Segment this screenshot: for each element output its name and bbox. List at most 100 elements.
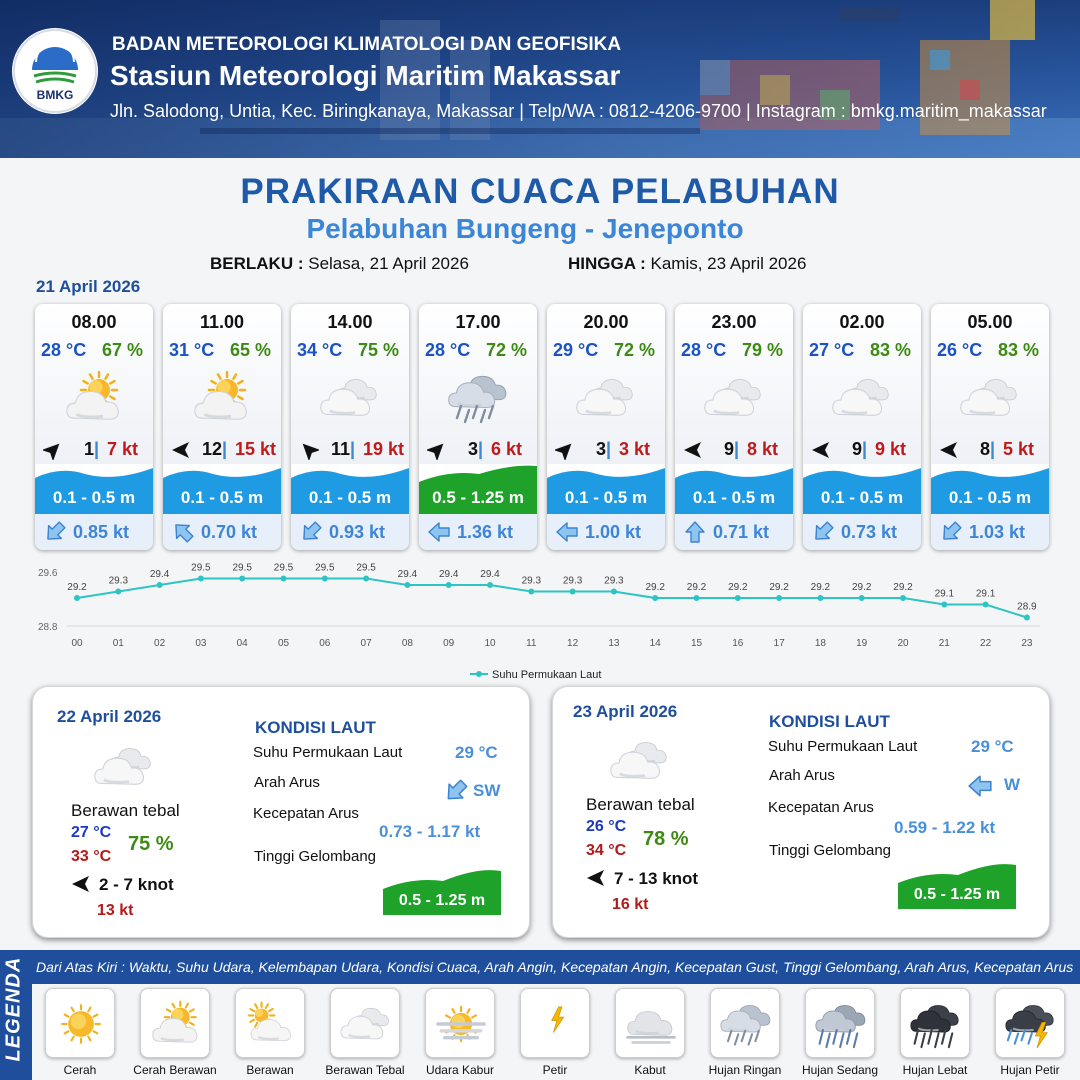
card-gust: 8 kt [747,439,779,459]
card-wave-height: 0.1 - 0.5 m [308,488,392,507]
sst-data-point [280,575,287,582]
card-gust: 3 kt [619,439,651,459]
card-temperature: 29 °C [553,340,599,360]
card-current-speed: 0.85 kt [73,522,130,542]
kecepatan-arus-label: Kecepatan Arus [768,799,874,816]
valid-from-label: BERLAKU : [210,254,304,273]
berawan-tebal-icon [832,379,889,416]
daily-panel-23: 23 April 2026 Berawan tebal 26 °C 34 °C … [552,686,1050,938]
wave-band [163,468,281,514]
kecepatan-arus-value: 0.59 - 1.22 kt [894,818,996,837]
card-time: 23.00 [711,312,757,332]
legend-item [330,988,400,1058]
gust-separator: | [350,439,356,459]
current-arrow-icon [685,521,705,543]
current-arrow-icon [556,522,578,542]
berawan-tebal-icon [94,748,151,785]
hourly-card: 23.00 28 °C 79 % 9 | 8 kt 0.1 - 0.5 m 0.… [675,304,793,550]
daily-wind: 7 - 13 knot [614,869,699,888]
sst-data-point [404,582,411,588]
wave-band [291,468,409,514]
card-wave-height: 0.5 - 1.25 m [432,488,524,507]
legend-item [995,988,1065,1058]
hourly-card: 02.00 27 °C 83 % 9 | 9 kt 0.1 - 0.5 m 0.… [803,304,921,550]
card-wind-speed: 3 [467,439,478,459]
x-tick-label: 03 [195,638,207,649]
card-current-speed: 1.03 kt [969,522,1026,542]
gust-separator: | [734,439,740,459]
daily-tmin: 27 °C [71,824,112,841]
agency-name: BADAN METEOROLOGI KLIMATOLOGI DAN GEOFIS… [112,34,622,55]
x-tick-label: 08 [402,638,414,649]
hujan-ringan-icon [448,375,507,424]
sst-data-point [693,595,700,601]
daily-date: 23 April 2026 [573,702,678,721]
arah-arus-value: W [1004,775,1021,794]
kecepatan-arus-label: Kecepatan Arus [253,805,359,822]
sst-data-label: 29.4 [150,569,170,580]
gust-separator: | [222,439,228,459]
sst-value: 29 °C [971,737,1014,756]
station-name: Stasiun Meteorologi Maritim Makassar [110,60,621,91]
kondisi-laut-title: KONDISI LAUT [255,718,376,737]
daily-tmax: 33 °C [71,848,112,865]
sst-data-point [652,595,659,601]
sst-data-label: 29.3 [522,576,542,587]
current-arrow-icon [47,521,66,540]
berawan-tebal-icon [960,379,1017,416]
legend-item-label: Hujan Sedang [801,1063,879,1077]
x-tick-label: 23 [1021,638,1033,649]
x-tick-label: 02 [154,638,166,649]
sst-data-point [363,575,370,582]
x-tick-label: 05 [278,638,290,649]
legend-item-label: Hujan Ringan [708,1063,782,1077]
x-tick-label: 21 [939,638,951,649]
sst-data-point [239,575,246,582]
legend-marker [476,671,482,677]
card-gust: 15 kt [235,439,277,459]
sst-data-label: 28.9 [1017,602,1037,613]
valid-to-label: HINGGA : [568,254,646,273]
daily-wind: 2 - 7 knot [99,875,174,894]
daily-condition: Berawan tebal [586,795,695,814]
card-wave-height: 0.1 - 0.5 m [948,488,1032,507]
sst-data-point [1023,614,1030,621]
card-time: 14.00 [327,312,373,332]
legend-item [805,988,875,1058]
wave-band [675,468,793,514]
sst-label: Suhu Permukaan Laut [253,744,403,761]
hourly-card: 17.00 28 °C 72 % 3 | 6 kt 0.5 - 1.25 m 1… [419,304,537,550]
wind-arrow-icon [587,870,604,886]
wave-band [419,465,537,514]
card-gust: 19 kt [363,439,405,459]
sst-line-chart: 29.6 28.8 29.2 00 29.3 01 29.4 02 29.5 03 29.5 04 29… [38,563,1040,681]
legend-item-label: Petir [542,1063,568,1077]
current-arrow-icon [175,524,194,543]
arah-arus-label: Arah Arus [254,774,320,791]
sst-data-label: 29.3 [109,576,129,587]
sst-data-label: 29.2 [645,582,665,593]
card-temperature: 28 °C [425,340,471,360]
sst-data-point [197,575,204,582]
card-gust: 9 kt [875,439,907,459]
x-tick-label: 14 [650,638,662,649]
card-gust: 7 kt [107,439,139,459]
station-address: Jln. Salodong, Untia, Kec. Biringkanaya,… [110,101,1047,121]
cerah-berawan-icon [152,1000,198,1043]
legend-item [140,988,210,1058]
card-time: 11.00 [199,312,245,332]
x-tick-label: 20 [897,638,909,649]
daily-tmax: 34 °C [586,842,627,859]
card-humidity: 79 % [741,340,783,360]
card-wind-speed: 8 [979,439,990,459]
berawan-tebal-icon [704,379,761,416]
tinggi-gelombang-label: Tinggi Gelombang [769,842,892,859]
sst-data-point [321,575,328,582]
valid-to-value: Kamis, 23 April 2026 [650,254,807,273]
sst-data-label: 29.5 [191,563,211,574]
wave-band [803,468,921,514]
day1-date: 21 April 2026 [36,277,141,296]
x-tick-label: 17 [774,638,786,649]
daily-condition: Berawan tebal [71,801,180,820]
card-wind-speed: 11 [330,439,350,459]
